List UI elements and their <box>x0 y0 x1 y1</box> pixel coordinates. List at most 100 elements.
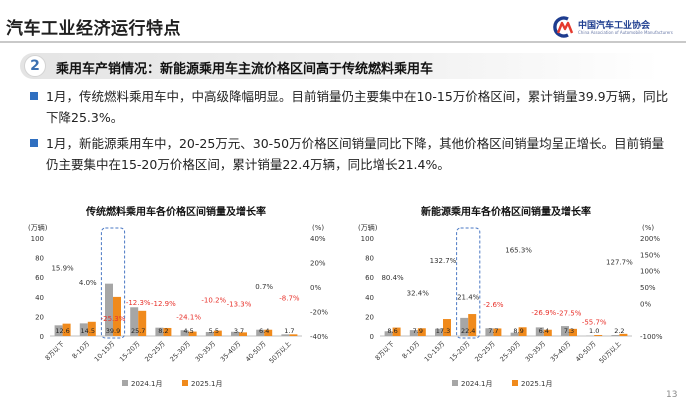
growth-rate-label: -12.9% <box>151 300 176 308</box>
bar-2025 <box>594 335 603 336</box>
x-tick-label: 8万以下 <box>374 339 397 362</box>
bar-data-label: 6.4 <box>259 327 269 335</box>
bullet-square-icon <box>30 139 38 147</box>
bar-2025 <box>569 328 577 336</box>
legend-swatch-2024 <box>452 380 458 386</box>
y-axis-label: (万辆) <box>28 223 48 232</box>
legend-label: 2024.1月 <box>131 380 163 388</box>
y-tick-label: 0 <box>40 333 44 341</box>
growth-rate-label: 165.3% <box>505 246 532 254</box>
page-title: 汽车工业经济运行特点 <box>6 19 181 39</box>
bar-2025 <box>213 330 222 336</box>
legend-label: 2025.1月 <box>191 380 223 388</box>
growth-rate-label: 132.7% <box>430 257 457 265</box>
chart-title: 新能源乘用车各价格区间销量及增长率 <box>421 205 591 218</box>
bar-2025 <box>239 332 247 336</box>
bar-data-label: 3.7 <box>234 327 244 335</box>
growth-rate-label: 80.4% <box>381 274 404 282</box>
bar-data-label: 7.7 <box>488 327 498 335</box>
logo-text: 中国汽车工业协会 <box>578 21 651 31</box>
logo-subtext: China Association of Automobile Manufact… <box>578 30 673 35</box>
bar-data-label: 17.3 <box>436 327 450 335</box>
chart-nev-price-segments: 新能源乘用车各价格区间销量及增长率 (万辆) (%) 0 20 40 60 80 100 -100… <box>358 205 663 388</box>
x-tick-label: 50万以上 <box>267 339 293 365</box>
bar-2025 <box>163 327 172 336</box>
header-divider <box>0 41 686 43</box>
bullet-text: 1月，新能源乘用车中，20-25万元、30-50万价格区间销量同比下降，其他价格… <box>46 136 665 172</box>
bar-data-label: 2.2 <box>614 327 624 335</box>
y-tick-label: 80 <box>35 255 44 263</box>
x-tick-label: 40-50万 <box>244 339 268 363</box>
section-number: 2 <box>24 55 46 77</box>
bar-2024 <box>79 323 88 336</box>
bar-2025 <box>493 328 502 336</box>
bar-data-label: 1.0 <box>589 327 599 335</box>
bar-2024 <box>485 328 494 336</box>
bar-2024 <box>460 317 469 336</box>
bar-2024 <box>535 327 544 336</box>
growth-rate-label: -24.1% <box>176 314 201 322</box>
growth-rate-label: 21.4% <box>457 293 480 301</box>
x-tick-label: 35-40万 <box>549 339 573 363</box>
legend-swatch-2024 <box>122 380 128 386</box>
x-tick-label: 25-30万 <box>498 339 522 363</box>
bullet-item: 1月，传统燃料乘用车中，中高级降幅明显。目前销量仍主要集中在10-15万价格区间… <box>30 86 670 128</box>
y2-tick-label: -20% <box>310 309 328 317</box>
growth-rate-label: -55.7% <box>582 319 607 327</box>
bar-2024 <box>105 283 113 336</box>
growth-rate-label: -2.6% <box>483 301 504 309</box>
y2-tick-label: 0% <box>640 300 651 308</box>
bar-data-label: 7.3 <box>564 327 574 335</box>
bar-2025 <box>619 333 628 336</box>
y-tick-label: 60 <box>35 274 44 282</box>
growth-rate-label: -26.9% <box>531 309 556 317</box>
bar-2025 <box>518 327 527 336</box>
legend-label: 2025.1月 <box>521 380 553 388</box>
y2-tick-label: 50% <box>640 284 656 292</box>
y2-tick-label: -40% <box>310 333 328 341</box>
growth-rate-label: 4.0% <box>79 279 97 287</box>
bar-data-label: 7.9 <box>413 327 423 335</box>
bullet-square-icon <box>30 92 38 100</box>
y2-tick-label: 100% <box>640 268 660 276</box>
bar-data-label: 25.7 <box>131 327 145 335</box>
x-tick-label: 40-50万 <box>574 339 598 363</box>
bar-2025 <box>62 323 71 336</box>
bar-2025 <box>113 296 121 336</box>
section-banner <box>20 53 660 79</box>
bar-2024 <box>281 334 290 336</box>
bullet-item: 1月，新能源乘用车中，20-25万元、30-50万价格区间销量同比下降，其他价格… <box>30 133 670 175</box>
bar-2025 <box>264 329 273 336</box>
x-tick-label: 25-30万 <box>168 339 192 363</box>
legend-swatch-2025 <box>182 380 188 386</box>
x-tick-label: 35-40万 <box>219 339 243 363</box>
bar-2024 <box>155 327 164 336</box>
x-tick-label: 8-10万 <box>401 339 422 360</box>
y2-axis-label: (%) <box>312 224 324 232</box>
bar-data-label: 5.5 <box>209 327 219 335</box>
x-tick-label: 30-35万 <box>524 339 548 363</box>
highlight-box <box>456 227 481 339</box>
x-tick-label: 20-25万 <box>143 339 167 363</box>
bar-2024 <box>130 307 139 336</box>
y2-tick-label: 0% <box>310 284 321 292</box>
section-title: 乘用车产销情况：新能源乘用车主流价格区间高于传统燃料乘用车 <box>56 62 434 77</box>
bar-2025 <box>468 314 477 336</box>
growth-rate-label: 0.7% <box>255 283 273 291</box>
y-tick-label: 0 <box>370 333 374 341</box>
bar-2024 <box>510 332 519 336</box>
growth-rate-label: -12.3% <box>126 299 151 307</box>
bar-2024 <box>611 335 620 336</box>
x-tick-label: 15-20万 <box>448 339 472 363</box>
bar-2024 <box>409 330 418 336</box>
y-tick-label: 100 <box>361 235 374 243</box>
y-tick-label: 40 <box>35 294 44 302</box>
y-tick-label: 80 <box>365 255 374 263</box>
bar-2024 <box>561 326 569 336</box>
legend-label: 2024.1月 <box>461 380 493 388</box>
bar-data-label: 8.9 <box>513 327 523 335</box>
bar-2025 <box>138 310 147 336</box>
y-tick-label: 20 <box>365 313 374 321</box>
legend-swatch-2025 <box>512 380 518 386</box>
page-number: 13 <box>666 390 678 400</box>
